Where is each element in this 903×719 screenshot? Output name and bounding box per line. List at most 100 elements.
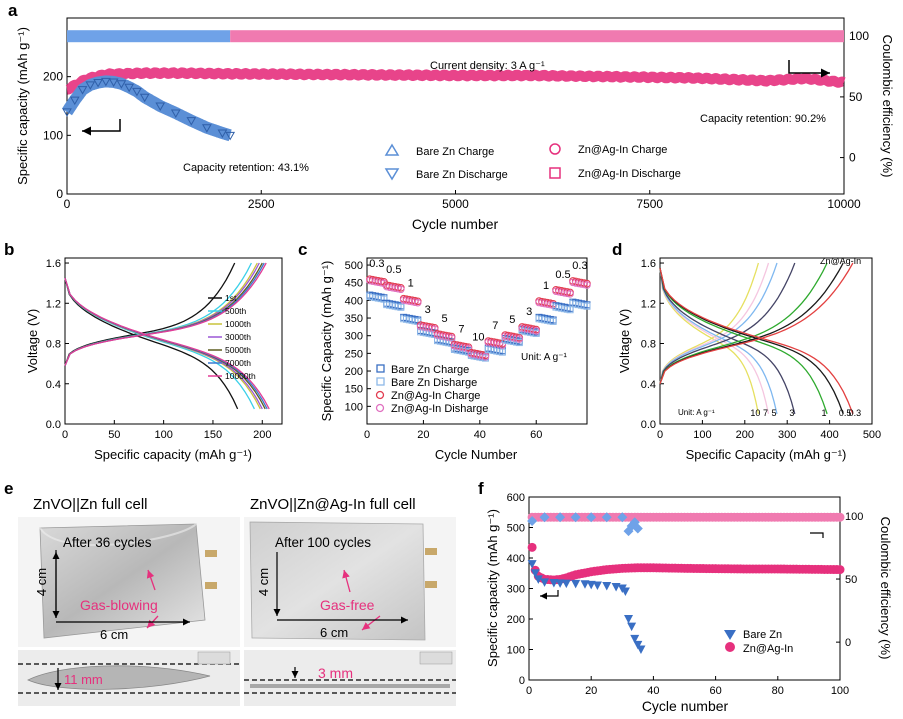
point-bare-discharge <box>201 124 212 133</box>
arrow-left-axis-a <box>82 119 121 136</box>
y-axis-label-d: Voltage (V) <box>617 309 632 373</box>
x-tick-label: 40 <box>474 429 486 441</box>
legend-marker <box>375 403 385 413</box>
point-bare-discharge <box>155 102 166 112</box>
x-tick-label: 0 <box>62 429 68 441</box>
gas-arrow-right-1 <box>342 569 351 593</box>
series-bare-discharge-band <box>61 75 236 142</box>
x-tick-label: 100 <box>154 429 172 441</box>
rate-label: 3 <box>789 408 794 418</box>
point-bare-discharge <box>225 131 236 141</box>
point-bare-zn <box>540 578 550 587</box>
point-bare-discharge <box>170 109 181 119</box>
axis-ticks-a: 0 2500 5000 7500 10000 0 100 200 0 50 100 <box>43 29 869 211</box>
cycles-label-right: After 100 cycles <box>275 535 371 550</box>
y-axis-label-c: Specific Capacity (mAh g⁻¹) <box>319 261 334 422</box>
annotation-retention-ag: Capacity retention: 90.2% <box>700 113 826 125</box>
y-tick-label: 250 <box>345 348 363 360</box>
cycles-label-left: After 36 cycles <box>63 535 152 550</box>
panel-label-f: f <box>478 479 484 498</box>
panel-label-e: e <box>4 479 13 498</box>
gas-label-left: Gas-blowing <box>80 597 158 613</box>
y-tick-label: 0.8 <box>46 339 61 351</box>
x-tick-label: 200 <box>253 429 271 441</box>
x-axis-label-b: Specific capacity (mAh g⁻¹) <box>94 447 252 462</box>
tab-right-1 <box>425 548 437 555</box>
y-tick-label: 0.4 <box>641 379 656 391</box>
charge-curve-10000th <box>64 262 267 366</box>
point-zn-ag-in <box>835 565 845 575</box>
rate-label: 5 <box>772 408 777 418</box>
y-tick-label: 400 <box>507 553 525 565</box>
y-tick-label: 450 <box>345 278 363 290</box>
pouch-left-highlight <box>39 523 197 546</box>
point-ce-bare-zn <box>539 512 550 523</box>
point-bare-zn <box>533 575 543 584</box>
charge-curve-0.3 <box>659 262 854 385</box>
point-bare-discharge <box>93 79 103 88</box>
point-bare-zn <box>549 579 559 588</box>
x-tick-label: 7500 <box>636 197 663 211</box>
point-bare-zn <box>549 317 557 325</box>
y-axis-label-a: Specific capacity (mAh g⁻¹) <box>15 27 30 185</box>
point-bare-zn <box>633 640 643 650</box>
point-bare-zn <box>627 622 637 632</box>
axis-ticks-c: 0 20 40 60 100 150 200 250 300 350 400 450 500 <box>345 260 543 441</box>
x-tick-label: 500 <box>863 429 881 441</box>
y-tick-label: 200 <box>507 614 525 626</box>
point-zn-ag-in <box>413 298 422 307</box>
unit-label-c: Unit: A g⁻¹ <box>521 352 568 363</box>
point-bare-zn <box>620 587 630 597</box>
y-tick-label: 1.2 <box>46 298 61 310</box>
panel-f-chart: f 0 20 40 60 80 1000100200300400500600050100 … <box>478 479 893 714</box>
y-axis-label-f: Specific capacity (mAh g⁻¹) <box>485 509 500 667</box>
legend-marker-bare-charge <box>384 143 400 156</box>
point-bare-discharge <box>69 96 80 106</box>
y2-tick-label: 50 <box>845 574 857 586</box>
point-bare-zn <box>602 582 612 591</box>
discharge-curve-0.5 <box>659 267 844 415</box>
legend-label: Bare Zn Discharge <box>416 169 508 181</box>
y2-tick-label: 50 <box>849 90 863 104</box>
x-tick-label: 0 <box>64 197 71 211</box>
discharge-curve-0.3 <box>659 267 854 415</box>
point-ce-bare-zn <box>555 512 566 523</box>
legend-label: Zn@Ag-In Charge <box>578 144 667 156</box>
legend-label: Bare Zn <box>743 629 782 641</box>
charge-curve-1 <box>659 262 828 385</box>
point-bare-discharge <box>100 77 111 87</box>
legend-label: Bare Zn Charge <box>391 364 469 376</box>
point-bare-zn <box>530 569 540 578</box>
legend-label-3000th: 3000th <box>225 332 251 342</box>
legend-label: Zn@Ag-In <box>743 643 793 655</box>
y-tick-label: 0.0 <box>641 419 656 431</box>
gas-arrow-left-1 <box>146 569 156 591</box>
point-bare-discharge <box>77 86 88 95</box>
x-tick-label: 300 <box>778 429 796 441</box>
y-tick-label: 100 <box>43 128 63 142</box>
charge-curve-7 <box>659 262 770 384</box>
discharge-curve-5 <box>659 268 778 415</box>
panel-label-a: a <box>8 1 18 20</box>
tab-left-1 <box>205 550 217 557</box>
rate-label: 7 <box>763 408 768 418</box>
y-tick-label: 200 <box>43 70 63 84</box>
annotation-current-density: Current density: 3 A g⁻¹ <box>430 60 545 72</box>
point-bare-zn <box>555 579 565 588</box>
dim-w-right: 6 cm <box>320 625 348 640</box>
point-zn-ag-in <box>583 281 591 289</box>
charge-curve-5 <box>659 262 778 384</box>
rate-label: 7 <box>458 324 464 336</box>
legend-label-1000th: 1000th <box>225 319 251 329</box>
point-bare-zn <box>498 348 506 356</box>
unit-label-d: Unit: A g⁻¹ <box>678 408 715 417</box>
y-tick-label: 300 <box>507 584 525 596</box>
chart-title-d: Zn@Ag-In <box>820 256 861 266</box>
legend-marker <box>376 377 385 386</box>
y-tick-label: 500 <box>507 523 525 535</box>
rate-label: 0.5 <box>555 269 570 281</box>
legend-b: 1st 500th 1000th 3000th 5000th 7000th 10000th <box>208 293 256 381</box>
x-tick-label: 50 <box>108 429 120 441</box>
y2-tick-label: 0 <box>849 151 856 165</box>
